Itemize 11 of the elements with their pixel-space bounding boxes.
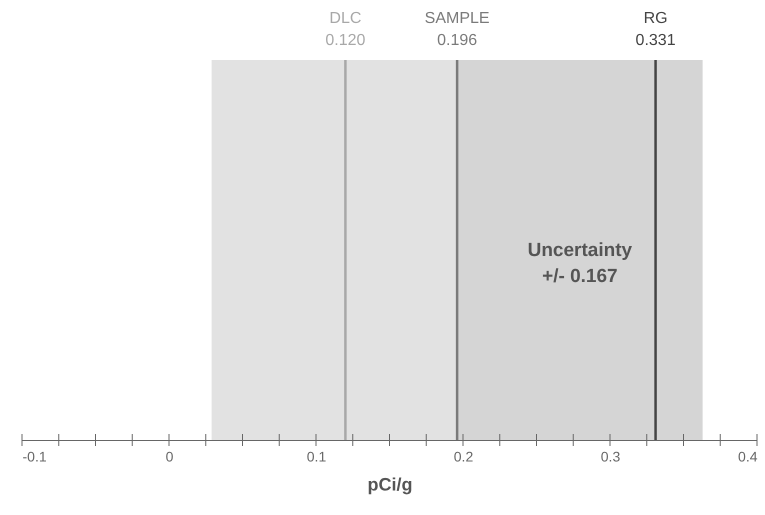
x-axis-title: pCi/g: [368, 474, 412, 494]
x-tick-label: 0.4: [738, 448, 758, 464]
ref-line-label: SAMPLE 0.196: [424, 10, 490, 49]
x-tick-label: 0: [166, 448, 174, 464]
x-tick-label: 0.3: [600, 448, 620, 464]
ref-line-label: DLC 0.120: [325, 10, 366, 49]
x-tick-label: 0.1: [306, 448, 326, 464]
x-tick-label: 0.2: [454, 448, 474, 464]
band-label: Uncertainty +/- 0.167: [528, 240, 633, 287]
ref-line-label: RG 0.331: [636, 10, 676, 49]
x-tick-label: -0.1: [22, 448, 47, 464]
